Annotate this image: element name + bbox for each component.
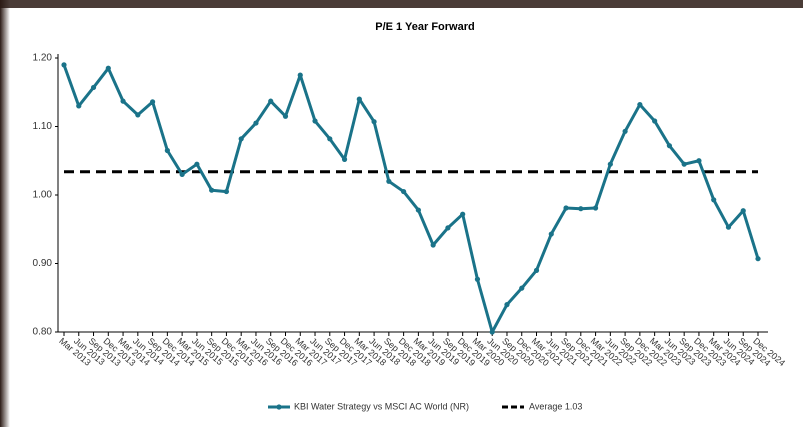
data-point (578, 206, 583, 211)
data-point (283, 114, 288, 119)
data-point (209, 188, 214, 193)
data-point (475, 277, 480, 282)
data-point (135, 112, 140, 117)
data-point (637, 102, 642, 107)
data-point (460, 212, 465, 217)
data-point (342, 157, 347, 162)
data-point (150, 99, 155, 104)
y-tick-label: 0.90 (33, 258, 53, 269)
data-point (416, 207, 421, 212)
y-tick-label: 1.10 (33, 121, 53, 132)
data-point (401, 189, 406, 194)
data-point (224, 189, 229, 194)
data-point (91, 85, 96, 90)
data-point (194, 162, 199, 167)
y-tick-label: 1.00 (33, 190, 53, 201)
y-tick-label: 0.80 (33, 327, 53, 338)
data-point (386, 179, 391, 184)
data-point (371, 119, 376, 124)
data-point (76, 103, 81, 108)
data-point (253, 120, 258, 125)
data-point (106, 66, 111, 71)
data-point (534, 268, 539, 273)
chart-title: P/E 1 Year Forward (375, 21, 474, 33)
data-point (431, 242, 436, 247)
data-point (549, 231, 554, 236)
data-point (711, 197, 716, 202)
y-tick-label: 1.20 (33, 53, 53, 64)
series-line (64, 65, 758, 332)
data-point (755, 256, 760, 261)
legend-label: Average 1.03 (529, 401, 582, 411)
data-point (726, 225, 731, 230)
data-point (563, 205, 568, 210)
chart: P/E 1 Year Forward 0.800.901.001.101.20M… (0, 0, 803, 427)
data-point (165, 148, 170, 153)
data-point (327, 136, 332, 141)
data-point (696, 158, 701, 163)
data-point (623, 129, 628, 134)
legend-swatch-dot (276, 404, 281, 409)
data-point (667, 143, 672, 148)
data-point (445, 225, 450, 230)
data-point (608, 162, 613, 167)
data-point (652, 118, 657, 123)
data-point (593, 205, 598, 210)
data-point (268, 99, 273, 104)
data-point (504, 302, 509, 307)
data-point (490, 329, 495, 334)
data-point (298, 73, 303, 78)
data-point (357, 97, 362, 102)
data-point (312, 118, 317, 123)
data-point (120, 99, 125, 104)
data-point (682, 162, 687, 167)
data-point (61, 62, 66, 67)
page: P/E 1 Year Forward 0.800.901.001.101.20M… (0, 0, 803, 427)
data-point (180, 172, 185, 177)
background-edge (0, 0, 10, 427)
legend-label: KBI Water Strategy vs MSCI AC World (NR) (294, 401, 469, 411)
background-top (0, 0, 803, 8)
data-point (239, 136, 244, 141)
data-point (519, 286, 524, 291)
data-point (741, 208, 746, 213)
